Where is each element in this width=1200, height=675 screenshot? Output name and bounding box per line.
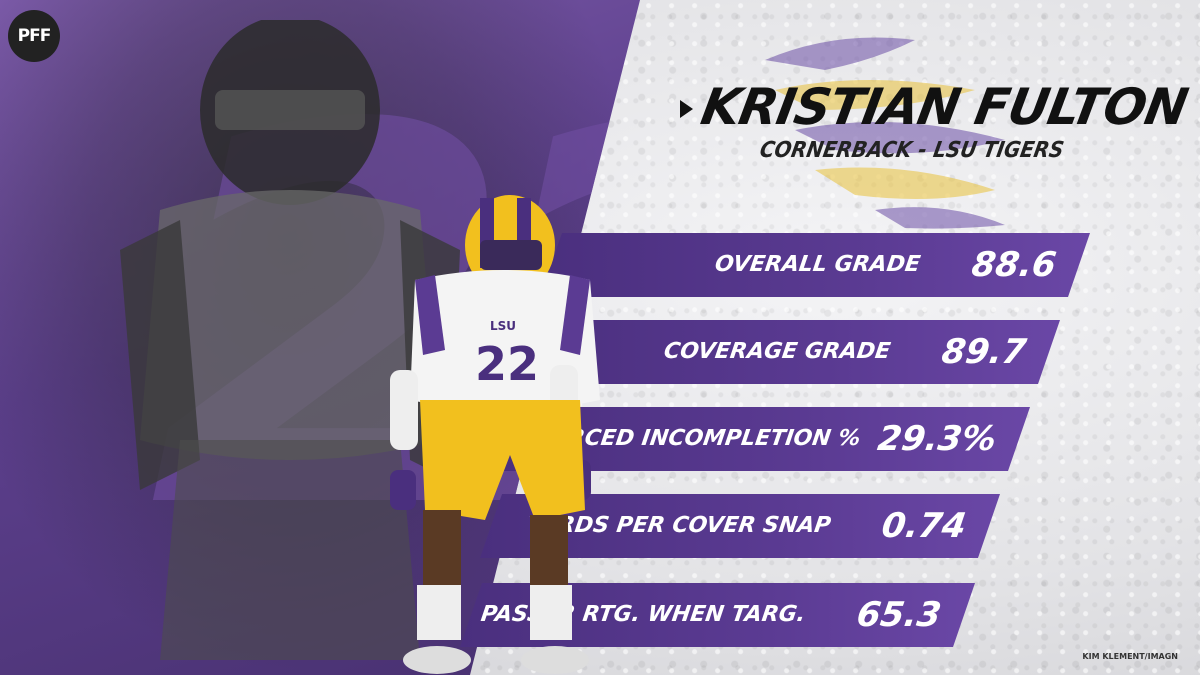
stat-label: OVERALL GRADE bbox=[713, 252, 922, 277]
stat-value: 88.6 bbox=[969, 245, 1059, 285]
player-name: KRISTIAN FULTON bbox=[696, 78, 1192, 136]
stat-value: 65.3 bbox=[854, 595, 944, 635]
stat-value: 89.7 bbox=[939, 332, 1029, 372]
foreground-player-cutout: 22 LSU bbox=[390, 195, 600, 674]
stat-value: 29.3% bbox=[875, 419, 999, 459]
jersey-chest-text: LSU bbox=[490, 319, 516, 333]
lsu-tiger-eye-logo bbox=[765, 37, 1005, 229]
photo-credit: KIM KLEMENT/IMAGN bbox=[1082, 652, 1178, 661]
stat-bar-overall-grade: OVERALL GRADE 88.6 bbox=[540, 233, 1090, 297]
stat-bar-forced-incompletion: FORCED INCOMPLETION % 29.3% bbox=[500, 407, 1030, 471]
stat-label: COVERAGE GRADE bbox=[662, 339, 892, 364]
stat-value: 0.74 bbox=[879, 506, 969, 546]
player-position-team: CORNERBACK - LSU TIGERS bbox=[757, 138, 1066, 163]
stat-bar-coverage-grade: COVERAGE GRADE 89.7 bbox=[520, 320, 1060, 384]
background-player-silhouette bbox=[120, 20, 460, 660]
jersey-number-text: 22 bbox=[475, 337, 539, 391]
play-arrow-icon bbox=[680, 100, 693, 118]
pff-logo: PFF bbox=[8, 10, 60, 62]
